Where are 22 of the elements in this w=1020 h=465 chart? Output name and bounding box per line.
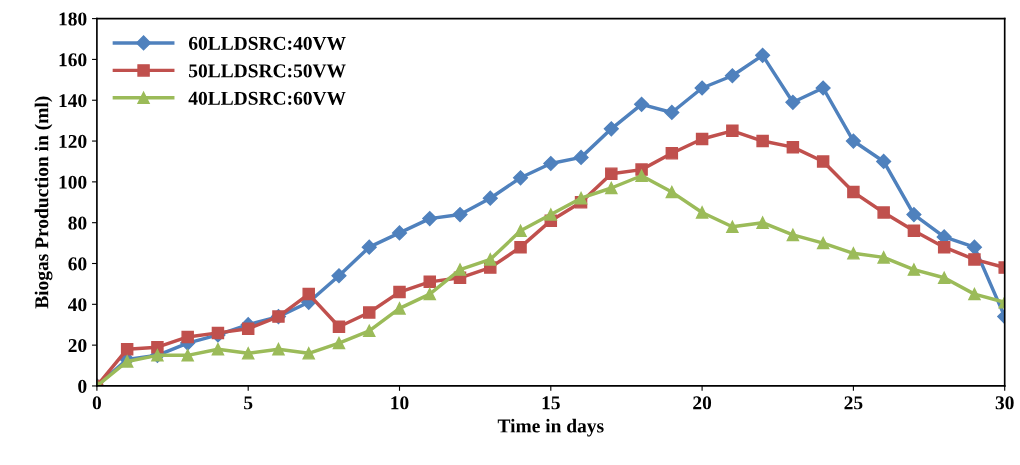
legend-label: 40LLDSRC:60VW xyxy=(188,91,346,105)
y-axis-title: Biogas Production in (ml) xyxy=(34,96,53,309)
x-tick-label: 5 xyxy=(244,396,253,410)
y-tick-label: 120 xyxy=(59,134,87,148)
y-tick-label: 40 xyxy=(68,298,87,312)
y-tick-label: 140 xyxy=(59,94,87,108)
x-tick-label: 10 xyxy=(391,396,409,410)
y-tick-label: 60 xyxy=(68,257,87,271)
y-tick-label: 100 xyxy=(59,175,87,189)
y-tick-label: 0 xyxy=(78,379,87,393)
x-tick-label: 30 xyxy=(995,396,1014,410)
x-tick-label: 0 xyxy=(92,396,102,410)
x-tick-label: 15 xyxy=(542,396,560,410)
x-tick-label: 25 xyxy=(844,396,863,410)
y-tick-label: 20 xyxy=(68,338,87,353)
legend-label: 50LLDSRC:50VW xyxy=(189,64,346,78)
legend-label: 60LLDSRC:40VW xyxy=(188,36,346,51)
y-tick-label: 180 xyxy=(59,12,87,26)
x-tick-label: 20 xyxy=(693,396,712,410)
y-tick-label: 160 xyxy=(59,53,87,67)
x-axis-title: Time in days xyxy=(497,418,604,437)
y-tick-label: 80 xyxy=(68,216,87,230)
